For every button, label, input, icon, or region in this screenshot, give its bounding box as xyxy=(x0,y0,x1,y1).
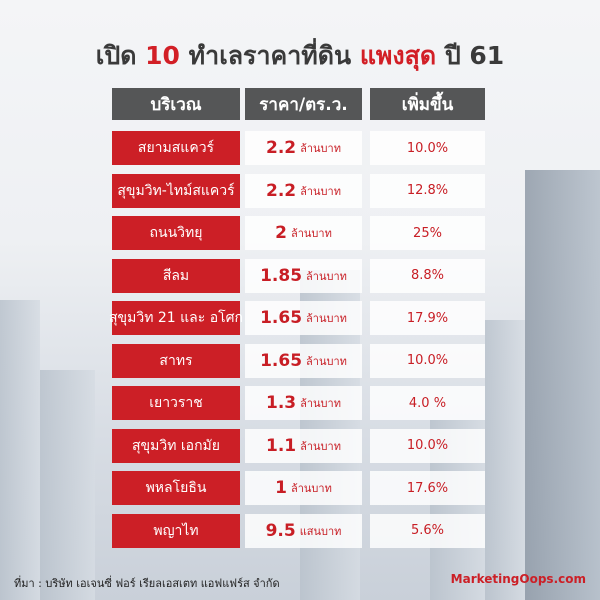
title-text: ทำเลราคาที่ดิน xyxy=(188,41,352,70)
price-value: 2.2 xyxy=(266,138,297,158)
price-value: 1.65 xyxy=(260,350,303,371)
price-unit: ล้านบาท xyxy=(300,142,341,155)
increase-cell: 8.8% xyxy=(370,258,485,293)
increase-cell: 17.9% xyxy=(370,301,485,335)
price-value: 2 xyxy=(275,223,287,243)
price-cell: 1.1 ล้านบาท xyxy=(245,428,362,463)
title-number: 10 xyxy=(145,41,180,70)
location-cell: สุขุมวิท 21 และ อโศก xyxy=(109,301,243,335)
price-value: 1.3 xyxy=(266,393,297,413)
location-cell: สุขุมวิท-ไทม์สแควร์ xyxy=(112,173,240,208)
price-value: 1.65 xyxy=(260,308,303,328)
increase-cell: 17.6% xyxy=(370,471,485,505)
price-unit: แสนบาท xyxy=(299,524,342,538)
price-cell: 9.5 แสนบาท xyxy=(245,513,362,548)
increase-cell: 10.0% xyxy=(370,343,485,378)
price-unit: ล้านบาท xyxy=(300,439,341,453)
location-cell: สาทร xyxy=(112,343,240,378)
column-header: บริเวณ xyxy=(112,88,240,120)
price-cell: 1.65 ล้านบาท xyxy=(245,301,362,335)
price-cell: 1 ล้านบาท xyxy=(245,471,362,505)
price-value: 1.1 xyxy=(266,435,297,456)
increase-cell: 4.0 % xyxy=(370,386,485,420)
title: เปิด 10 ทำเลราคาที่ดิน แพงสุด ปี 61 xyxy=(0,36,600,76)
price-unit: ล้านบาท xyxy=(300,397,341,410)
price-unit: ล้านบาท xyxy=(290,482,332,495)
title-text: ปี 61 xyxy=(444,41,505,70)
background-building xyxy=(0,300,40,600)
increase-cell: 25% xyxy=(370,216,485,250)
location-cell: เยาวราช xyxy=(112,386,240,420)
price-cell: 1.65 ล้านบาท xyxy=(245,343,362,378)
background-building xyxy=(485,320,525,600)
price-cell: 2.2 ล้านบาท xyxy=(245,173,362,208)
increase-cell: 10.0% xyxy=(370,428,485,463)
increase-cell: 5.6% xyxy=(370,513,485,548)
price-cell: 1.85 ล้านบาท xyxy=(245,258,362,293)
price-unit: ล้านบาท xyxy=(306,312,347,325)
column-header: ราคา/ตร.ว. xyxy=(245,88,362,120)
title-text: เปิด xyxy=(95,41,137,70)
price-unit: ล้านบาท xyxy=(300,184,341,198)
location-cell: สีลม xyxy=(112,258,240,293)
increase-cell: 12.8% xyxy=(370,173,485,208)
price-unit: ล้านบาท xyxy=(306,354,347,368)
price-value: 9.5 xyxy=(265,520,296,541)
brand: MarketingOops.com xyxy=(450,572,586,586)
location-cell: พหลโยธิน xyxy=(112,471,240,505)
location-cell: สยามสแควร์ xyxy=(112,131,240,165)
price-cell: 2.2 ล้านบาท xyxy=(245,131,362,165)
price-value: 1.85 xyxy=(260,265,303,286)
price-cell: 2 ล้านบาท xyxy=(245,216,362,250)
price-unit: ล้านบาท xyxy=(290,227,332,240)
background-building xyxy=(40,370,95,600)
price-unit: ล้านบาท xyxy=(306,269,347,283)
location-cell: ถนนวิทยุ xyxy=(112,216,240,250)
price-value: 2.2 xyxy=(266,180,297,201)
background-building xyxy=(525,170,600,600)
price-cell: 1.3 ล้านบาท xyxy=(245,386,362,420)
column-header: เพิ่มขึ้น xyxy=(370,88,485,120)
location-cell: สุขุมวิท เอกมัย xyxy=(112,428,240,463)
title-highlight: แพงสุด xyxy=(359,41,437,70)
increase-cell: 10.0% xyxy=(370,131,485,165)
source: ที่มา : บริษัท เอเจนซี่ ฟอร์ เรียลเอสเตท… xyxy=(14,577,280,590)
price-value: 1 xyxy=(275,478,287,498)
location-cell: พญาไท xyxy=(112,513,240,548)
